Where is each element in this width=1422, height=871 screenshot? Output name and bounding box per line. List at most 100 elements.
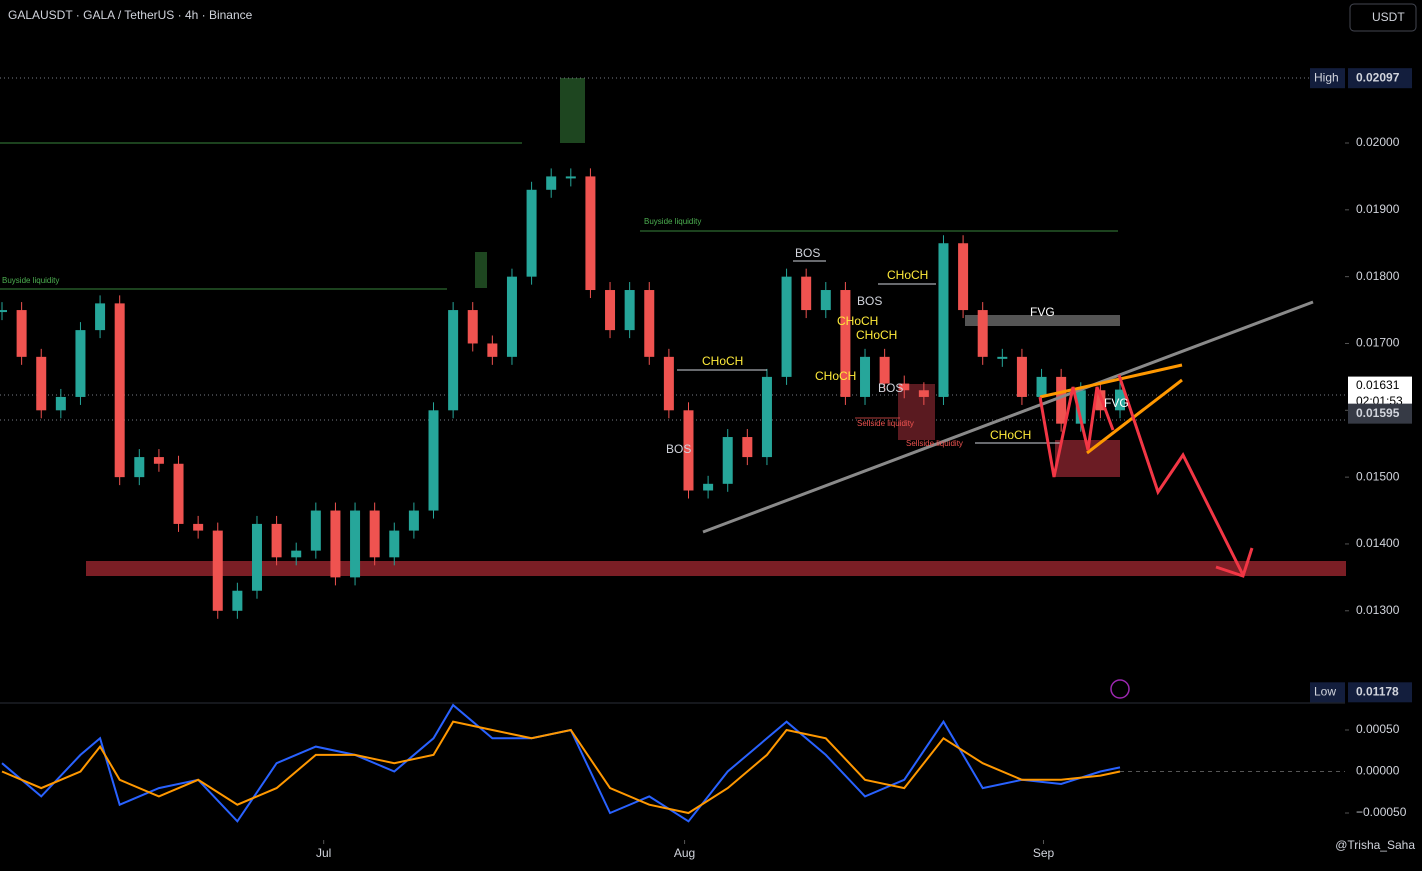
- annotation: CHoCH: [815, 369, 856, 383]
- candle: [977, 310, 988, 357]
- candle: [526, 189, 537, 277]
- candle: [605, 290, 616, 331]
- candle: [428, 410, 439, 511]
- level-box: [1348, 403, 1412, 424]
- low-value: 0.01178: [1356, 684, 1399, 698]
- currency-label[interactable]: USDT: [1372, 10, 1405, 24]
- candle: [546, 176, 557, 190]
- candle: [153, 457, 164, 464]
- annotation: FVG: [1030, 305, 1055, 319]
- y2-tick-label: 0.00000: [1356, 764, 1400, 778]
- candle: [683, 410, 694, 491]
- trendline: [702, 300, 1314, 534]
- candle: [114, 303, 125, 478]
- candle: [291, 550, 302, 558]
- annotation: Sellside liquidity: [857, 419, 914, 428]
- y-tick-label: 0.02000: [1356, 135, 1400, 149]
- zone: [898, 384, 935, 440]
- candle: [997, 356, 1008, 359]
- chart-title: GALAUSDT · GALA / TetherUS · 4h · Binanc…: [8, 8, 253, 22]
- candle: [1016, 356, 1027, 397]
- candle: [467, 310, 478, 344]
- candle: [173, 463, 184, 524]
- low-label: Low: [1314, 684, 1336, 698]
- candle: [408, 510, 419, 531]
- wedge-line: [1039, 363, 1183, 399]
- zigzag: [1038, 386, 1115, 478]
- candle: [193, 523, 204, 531]
- high-label: High: [1314, 70, 1339, 84]
- candle: [389, 530, 400, 558]
- candle: [95, 303, 106, 331]
- projection-arrow: [1117, 374, 1245, 576]
- candle: [840, 290, 851, 397]
- candle: [232, 590, 243, 611]
- y-tick-label: 0.01900: [1356, 202, 1400, 216]
- candle: [330, 510, 341, 578]
- last-price: 0.01631: [1356, 378, 1400, 392]
- candle: [1056, 376, 1067, 424]
- icon[interactable]: [1110, 679, 1130, 699]
- candle: [1036, 376, 1047, 397]
- candle: [722, 437, 733, 484]
- candle: [781, 276, 792, 377]
- annotation: CHoCH: [856, 328, 897, 342]
- fvg-zone: [965, 315, 1120, 326]
- wedge-line: [1086, 378, 1183, 455]
- annotation: CHoCH: [990, 428, 1031, 442]
- candle: [624, 290, 635, 331]
- y2-tick-label: 0.00050: [1356, 722, 1400, 736]
- macd-line: [1, 720, 1121, 815]
- candle: [644, 290, 655, 357]
- annotation: CHoCH: [837, 314, 878, 328]
- candle: [350, 510, 361, 578]
- candle: [0, 310, 7, 313]
- candle: [703, 483, 714, 491]
- annotation: Buyside liquidity: [644, 217, 701, 226]
- candle: [134, 457, 145, 478]
- annotation: Sellside liquidity: [906, 439, 963, 448]
- candle: [251, 523, 262, 591]
- candle: [310, 510, 321, 551]
- annotation: Buyside liquidity: [2, 276, 59, 285]
- candle: [1115, 389, 1125, 411]
- y-tick-label: 0.01800: [1356, 269, 1400, 283]
- candle: [369, 510, 380, 558]
- candle: [1075, 390, 1086, 424]
- candle: [918, 390, 929, 397]
- high-value: 0.02097: [1356, 70, 1400, 84]
- candle: [820, 290, 831, 311]
- x-tick-label: Sep: [1033, 846, 1055, 860]
- low-box: [1348, 682, 1412, 703]
- annotation: BOS: [878, 381, 903, 395]
- x-tick-label: Jul: [316, 846, 331, 860]
- watermark: @Trisha_Saha: [1335, 838, 1415, 852]
- candle: [506, 276, 517, 357]
- annotation: BOS: [666, 442, 691, 456]
- candle: [742, 437, 753, 458]
- y2-tick-label: −0.00050: [1356, 805, 1407, 819]
- currency-button[interactable]: [1349, 3, 1417, 32]
- candle: [899, 383, 910, 391]
- candle: [55, 396, 66, 411]
- high-tag: [1310, 68, 1345, 89]
- level-label: 0.01595: [1356, 406, 1400, 420]
- x-tick-label: Aug: [674, 846, 695, 860]
- high-box: [1348, 68, 1412, 89]
- candle: [487, 343, 498, 357]
- low-tag: [1310, 682, 1345, 703]
- annotation: FVG: [1104, 396, 1129, 410]
- candle: [958, 243, 969, 311]
- y-tick-label: 0.01400: [1356, 536, 1400, 550]
- support-zone: [86, 561, 1346, 576]
- candle: [448, 310, 459, 411]
- candle: [860, 356, 871, 397]
- candle: [36, 356, 47, 411]
- arrow-head: [1215, 547, 1254, 578]
- y-tick-label: 0.01700: [1356, 336, 1400, 350]
- zone: [560, 78, 585, 143]
- zone: [475, 252, 487, 288]
- candle: [761, 376, 772, 458]
